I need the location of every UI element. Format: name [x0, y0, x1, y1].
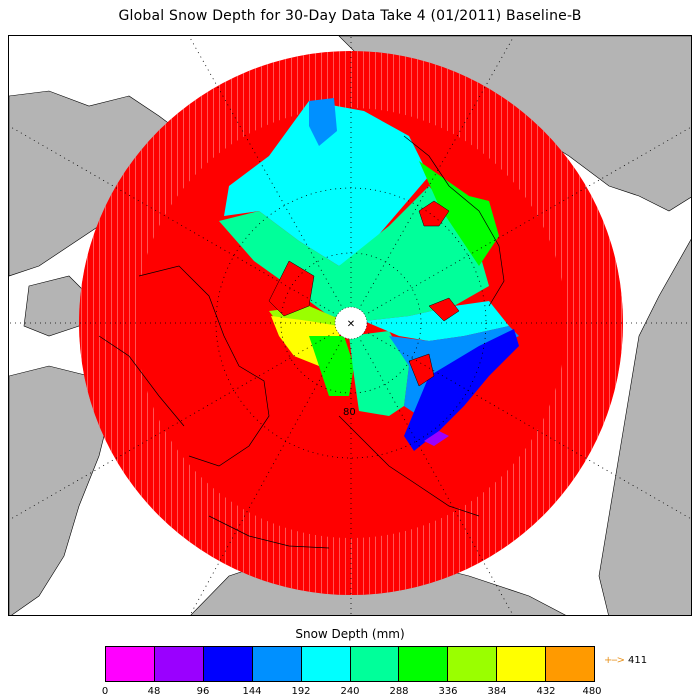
colorbar-tick: 336	[438, 686, 458, 697]
snow-depth-map: ✕ 80	[9, 36, 691, 615]
pole-hole	[334, 306, 368, 340]
max-arrow-icon: +-->	[604, 655, 625, 666]
graticule	[9, 36, 691, 615]
swatch-6	[399, 647, 449, 681]
region-cyan-top	[224, 101, 429, 266]
colorbar-tick: 192	[291, 686, 311, 697]
swatch-1	[154, 647, 204, 681]
coastlines	[98, 135, 505, 549]
region-red-patch-4	[408, 353, 435, 387]
max-value: 411	[627, 655, 648, 666]
swatch-7	[448, 647, 498, 681]
land-left-low	[9, 365, 110, 615]
colorbar-tick: 288	[389, 686, 409, 697]
swatch-9	[546, 647, 595, 681]
swatch-8	[497, 647, 547, 681]
colorbar-title: Snow Depth (mm)	[295, 627, 405, 641]
map-frame: ✕ 80	[8, 35, 692, 616]
colorbar-tick: 48	[147, 686, 161, 697]
colorbar-tick: 384	[487, 686, 507, 697]
colorbar-tick: 240	[340, 686, 360, 697]
region-green-right	[419, 161, 499, 266]
region-blue-top	[309, 98, 337, 146]
pole-marker: ✕	[347, 319, 355, 330]
region-seagreen-south	[349, 331, 409, 416]
swatch-4	[301, 647, 351, 681]
colorbar-tick: 144	[242, 686, 262, 697]
map-title: Global Snow Depth for 30-Day Data Take 4…	[118, 8, 582, 24]
region-deep-blue-east	[404, 329, 519, 451]
swatch-3	[252, 647, 302, 681]
latitude-label: 80	[343, 407, 356, 418]
colorbar-tick: 96	[196, 686, 210, 697]
region-red-patch-1	[268, 260, 315, 317]
land-masses	[9, 36, 691, 615]
region-green-south	[309, 336, 354, 396]
swatch-0	[106, 647, 155, 681]
snow-depth-regions	[219, 98, 519, 451]
colorbar-tick: 0	[101, 686, 109, 697]
region-red-patch-3	[428, 297, 460, 322]
land-right-mid	[598, 238, 691, 615]
region-red-patch-2	[418, 200, 450, 227]
colorbar-tick: 432	[536, 686, 556, 697]
region-seagreen-center	[219, 186, 489, 321]
land-left-greenland-coast	[23, 275, 90, 337]
region-cyan-east	[364, 301, 509, 341]
swatch-5	[350, 647, 400, 681]
region-purple-east	[424, 431, 449, 446]
swatch-2	[203, 647, 253, 681]
colorbar-tick: 480	[582, 686, 602, 697]
max-indicator: +--> 411	[604, 655, 647, 666]
colorbar	[105, 646, 595, 682]
